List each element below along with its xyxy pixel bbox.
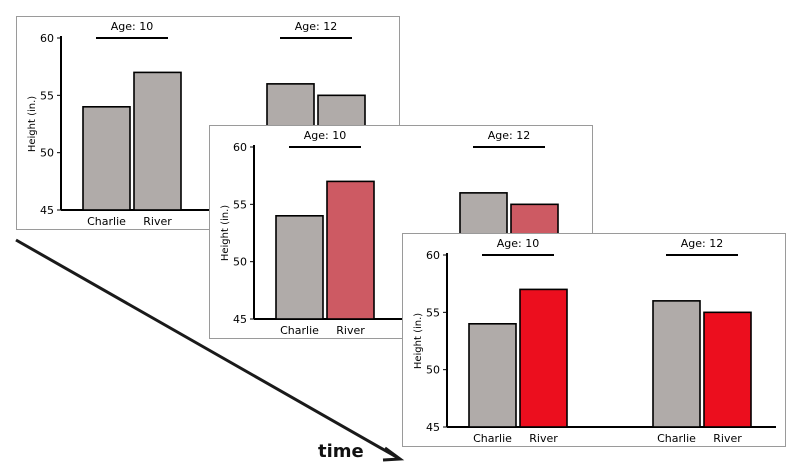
facet-label: Age: 10: [304, 129, 346, 142]
bar-charlie: [468, 323, 517, 428]
y-axis-label: Height (in.): [220, 205, 231, 261]
bar-river: [703, 311, 752, 428]
x-tick-label: River: [143, 215, 172, 228]
x-tick-label: Charlie: [280, 324, 319, 337]
y-tick-label: 60: [40, 32, 54, 45]
y-tick-label: 60: [426, 249, 440, 262]
y-tick-label: 50: [233, 256, 247, 269]
y-tick-label: 45: [426, 421, 440, 434]
facet-label: Age: 10: [497, 237, 539, 250]
y-tick-label: 55: [40, 89, 54, 102]
x-tick-label: River: [713, 432, 742, 445]
bar-river: [133, 71, 182, 211]
bar-charlie: [652, 300, 701, 428]
chart-panel-3: 45 50 55 60 Height (in.) Age: 10 Charlie River A…: [402, 233, 786, 447]
y-tick-label: 60: [233, 141, 247, 154]
x-tick-label: River: [336, 324, 365, 337]
bar-river: [519, 288, 568, 428]
y-tick-label: 45: [233, 313, 247, 326]
y-axis-label: Height (in.): [413, 313, 424, 369]
time-arrow: [15, 238, 405, 462]
x-tick-label: Charlie: [473, 432, 512, 445]
facet-label: Age: 12: [295, 20, 337, 33]
facet-label: Age: 12: [488, 129, 530, 142]
time-arrow-group: [15, 238, 405, 462]
y-axis-label: Height (in.): [27, 96, 38, 152]
chart-panel-1: 45 50 55 60 Height (in.) Age: 10 Charlie River A…: [16, 16, 400, 230]
facet-label: Age: 12: [681, 237, 723, 250]
x-tick-label: Charlie: [657, 432, 696, 445]
y-tick-label: 55: [233, 198, 247, 211]
y-tick-label: 45: [40, 204, 54, 217]
y-tick-label: 50: [426, 364, 440, 377]
x-tick-label: River: [529, 432, 558, 445]
y-tick-label: 55: [426, 306, 440, 319]
bar-charlie: [82, 106, 131, 211]
bar-charlie: [275, 215, 324, 320]
facet-label: Age: 10: [111, 20, 153, 33]
time-label: time: [318, 441, 364, 462]
bar-river: [326, 180, 375, 320]
x-tick-label: Charlie: [87, 215, 126, 228]
y-tick-label: 50: [40, 147, 54, 160]
